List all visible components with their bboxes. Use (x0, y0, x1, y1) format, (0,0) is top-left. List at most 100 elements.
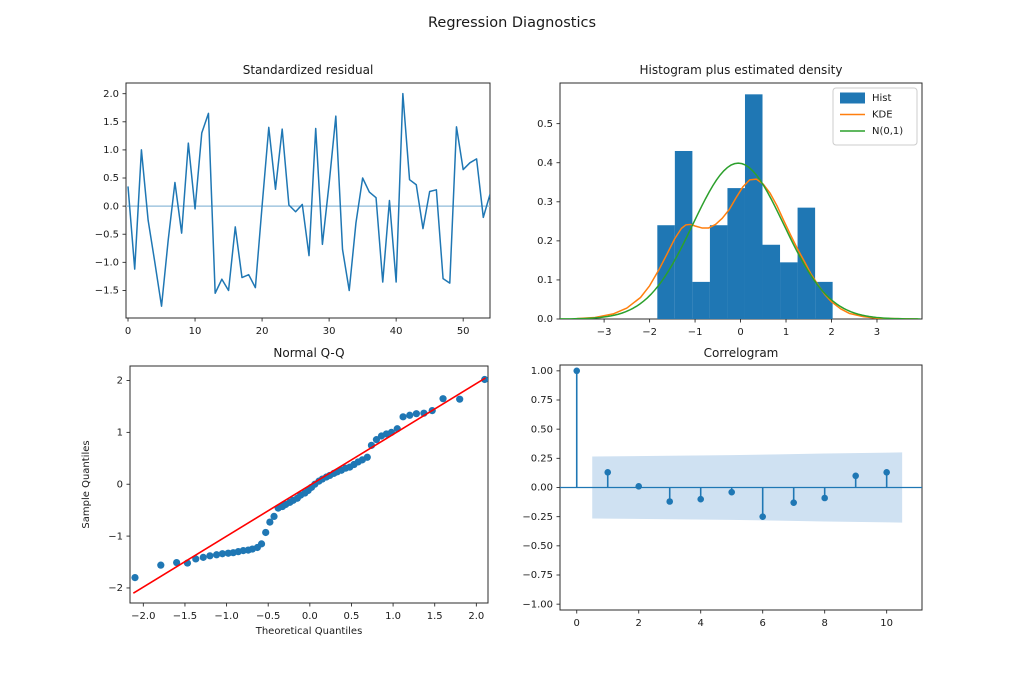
qq-fit-line (132, 377, 486, 594)
y-tick-label: 0.50 (531, 424, 553, 435)
x-tick-label: 6 (760, 618, 766, 629)
y-axis-label-sample-quantiles: Sample Quantiles (81, 440, 92, 528)
acf-marker (759, 513, 766, 520)
x-axis-label-theoretical-quantiles: Theoretical Quantiles (255, 626, 363, 637)
y-tick-label: −0.25 (522, 512, 553, 523)
hist-bar (727, 188, 745, 319)
x-tick-label: 50 (457, 326, 470, 337)
qq-point (157, 561, 165, 569)
x-tick-label: 1 (783, 327, 789, 338)
x-tick-label: 40 (390, 326, 403, 337)
acf-marker (821, 494, 828, 502)
acf-marker (790, 499, 797, 506)
x-tick-label: −1.0 (214, 611, 238, 622)
acf-marker (666, 498, 674, 505)
x-tick-label: 10 (189, 326, 202, 337)
qq-point (481, 375, 488, 384)
plot-area-standardized-residual: 0 10 20 30 40 50 2.0 1.5 1.0 0.5 0.0 −0.5 −1.0 −1.5 (95, 82, 491, 337)
qq-point (173, 558, 181, 567)
acf-marker (728, 488, 736, 496)
y-tick-label: 1.00 (531, 366, 553, 377)
x-tick-label: 1.0 (385, 611, 401, 622)
y-tick-label: 1 (117, 428, 123, 439)
qq-point (439, 395, 447, 403)
y-tick-label: 0.3 (537, 197, 553, 208)
x-tick-label: 0.5 (344, 611, 360, 622)
x-tick-label: 4 (698, 618, 704, 629)
hist-bar (815, 281, 833, 319)
x-tick-label: 0.0 (302, 611, 318, 622)
qq-point (270, 512, 278, 520)
y-tick-label: 0 (117, 479, 123, 490)
acf-marker (573, 367, 581, 375)
hist-bar (744, 94, 763, 319)
y-tick-label: 0.5 (537, 119, 553, 130)
residual-line (127, 92, 490, 307)
hist-bar (762, 244, 781, 319)
hist-bar (657, 225, 675, 319)
plot-area-correlogram: 0 2 4 6 8 10 1.00 0.75 0.50 0.25 0.00 −0.25 −0.50 −0.… (522, 364, 923, 629)
y-tick-label: −1.0 (95, 258, 119, 269)
y-tick-label: −2 (108, 583, 123, 594)
x-tick-label: 10 (880, 618, 893, 629)
legend-label: Hist (872, 93, 892, 104)
qq-point (199, 553, 207, 561)
qq-point (206, 552, 214, 560)
subplot-correlogram: Correlogram 0 2 4 6 8 10 1.00 0.75 0.50 0.25 0.00 −… (522, 346, 923, 629)
acf-marker (852, 472, 859, 480)
qq-point (192, 555, 200, 563)
y-tick-label: 0.25 (531, 454, 553, 465)
acf-marker (604, 469, 612, 476)
qq-point (131, 573, 139, 582)
qq-point (406, 411, 414, 419)
y-tick-label: −0.75 (522, 570, 553, 581)
y-tick-label: −1.00 (522, 599, 553, 610)
hist-bar (692, 281, 710, 319)
qq-point (266, 518, 274, 526)
y-tick-label: 0.2 (537, 236, 553, 247)
x-tick-label: 8 (821, 618, 827, 629)
y-tick-label: 0.5 (103, 173, 119, 184)
figure-title: Regression Diagnostics (428, 15, 596, 31)
qq-artists (131, 375, 488, 594)
acf-marker (635, 483, 643, 490)
x-tick-label: 3 (874, 327, 880, 338)
legend: Hist KDE N(0,1) (832, 87, 918, 146)
x-tick-label: −2 (642, 327, 657, 338)
legend-swatch-hist (840, 92, 865, 104)
subplot-title-standardized-residual: Standardized residual (243, 63, 374, 77)
y-tick-label: −1 (108, 531, 123, 542)
y-tick-label: −0.50 (522, 541, 553, 552)
x-tick-label: −1.5 (173, 611, 197, 622)
qq-point (399, 413, 407, 421)
y-tick-label: 2.0 (103, 89, 119, 100)
y-tick-label: 0.0 (537, 314, 553, 325)
hist-bar (780, 262, 798, 319)
hist-bar (797, 207, 816, 319)
y-tick-label: 2 (117, 376, 123, 387)
plot-area-histogram-density: −3 −2 −1 0 1 2 3 0.0 0.1 0.2 0.3 0.4 0.5 (537, 82, 923, 338)
x-tick-label: −2.0 (131, 611, 155, 622)
x-tick-label: 2.0 (468, 611, 484, 622)
y-tick-label: 0.75 (531, 395, 553, 406)
qq-point (456, 395, 464, 403)
kde-curve (576, 178, 918, 319)
qq-point (257, 540, 266, 548)
x-tick-label: 20 (256, 326, 269, 337)
legend-label: N(0,1) (872, 126, 903, 137)
histogram-artists (560, 94, 921, 319)
legend-label: KDE (872, 110, 893, 121)
qq-point (372, 436, 381, 444)
y-tick-label: −1.5 (95, 286, 119, 297)
subplot-title-normal-qq: Normal Q-Q (273, 346, 344, 360)
hist-bar (674, 150, 693, 319)
qq-point (412, 410, 420, 418)
x-tick-label: −0.5 (256, 611, 280, 622)
y-tick-label: 0.0 (103, 201, 119, 212)
plot-area-normal-qq: −2.0 −1.5 −1.0 −0.5 0.0 0.5 1.0 1.5 2.0 −2 −1 0 1 2 (108, 365, 489, 622)
acf-marker (697, 495, 705, 503)
residual-artists (126, 92, 490, 307)
y-tick-label: 1.0 (103, 145, 119, 156)
